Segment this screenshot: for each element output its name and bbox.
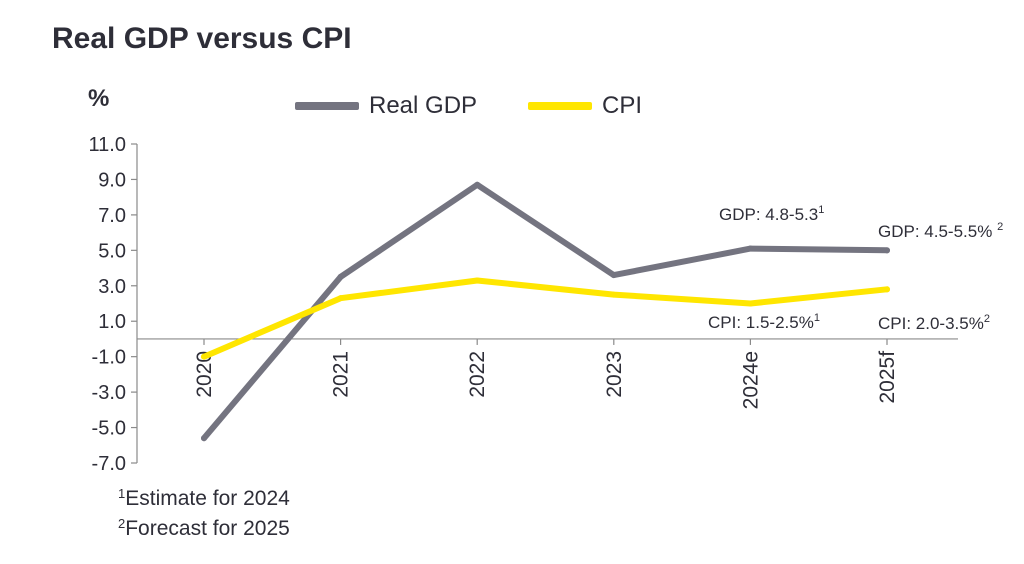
y-tick-label-1-0: -1.0 [92, 347, 126, 369]
legend-item-real-gdp: Real GDP [295, 92, 477, 120]
point-cpi-2022 [474, 277, 481, 284]
legend-item-cpi: CPI [528, 92, 642, 120]
y-tick-label-3-0: 3.0 [98, 276, 126, 298]
y-tick-label-5-0: 5.0 [98, 240, 126, 262]
annotation-cpi-2025-text: CPI: 2.0-3.5% [878, 314, 984, 333]
x-tick-label-2021: 2021 [330, 351, 353, 398]
legend-label-cpi: CPI [602, 92, 643, 119]
legend-label-real-gdp: Real GDP [369, 92, 478, 119]
annotation-gdp-2024-sup: 1 [818, 204, 824, 216]
annotation-cpi-2024-sup: 1 [814, 312, 820, 324]
annotation-gdp-2025-sup: 2 [997, 221, 1003, 233]
x-tick-label-2020: 2020 [193, 351, 216, 398]
x-tick-label-2024e: 2024e [739, 351, 762, 409]
point-real-gdp-2022 [474, 181, 481, 188]
annotation-gdp-2024: GDP: 4.8-5.31 [719, 204, 824, 224]
x-tick-label-2022: 2022 [466, 351, 489, 398]
y-tick-label-3-0: -3.0 [92, 382, 126, 404]
annotation-gdp-2024-text: GDP: 4.8-5.3 [719, 205, 818, 224]
chart-title: Real GDP versus CPI [52, 22, 352, 55]
annotation-cpi-2024-text: CPI: 1.5-2.5% [708, 313, 814, 332]
point-cpi-2023 [610, 291, 617, 298]
legend-swatch-real-gdp [295, 102, 359, 110]
point-real-gdp-2021 [337, 273, 344, 280]
footnote-2-marker: 2 [118, 516, 126, 531]
footnote-1: 1Estimate for 2024 [118, 486, 290, 511]
point-real-gdp-2025f [884, 247, 890, 254]
point-real-gdp-2020 [201, 435, 207, 442]
point-cpi-2021 [337, 295, 344, 302]
y-tick-label-7-0: 7.0 [98, 205, 126, 227]
point-cpi-2025f [884, 286, 890, 293]
footnote-2: 2Forecast for 2025 [118, 516, 290, 541]
x-tick-label-2025f: 2025f [876, 351, 899, 404]
annotation-cpi-2025: CPI: 2.0-3.5%2 [878, 313, 990, 333]
point-cpi-2020 [201, 353, 207, 360]
point-cpi-2024e [747, 300, 754, 307]
legend-swatch-cpi [528, 102, 592, 110]
annotation-cpi-2024: CPI: 1.5-2.5%1 [708, 312, 820, 332]
y-axis-unit-label: % [88, 85, 109, 112]
x-tick-label-2023: 2023 [603, 351, 626, 398]
annotation-cpi-2025-sup: 2 [984, 313, 990, 325]
footnote-2-text: Forecast for 2025 [125, 517, 290, 540]
point-real-gdp-2023 [610, 272, 617, 279]
annotation-gdp-2025: GDP: 4.5-5.5% 2 [878, 221, 1003, 241]
annotation-gdp-2025-text: GDP: 4.5-5.5% [878, 222, 997, 241]
footnote-1-marker: 1 [118, 486, 126, 501]
y-tick-label-1-0: 1.0 [98, 311, 126, 333]
y-tick-label-5-0: -5.0 [92, 418, 126, 440]
point-real-gdp-2024e [747, 245, 754, 252]
series-line-real-gdp [201, 181, 890, 442]
series-line-cpi [201, 277, 890, 360]
y-tick-label-11-0: 11.0 [89, 134, 126, 156]
y-tick-label-9-0: 9.0 [98, 169, 126, 191]
footnote-1-text: Estimate for 2024 [125, 487, 290, 510]
y-tick-label-7-0: -7.0 [92, 453, 126, 475]
